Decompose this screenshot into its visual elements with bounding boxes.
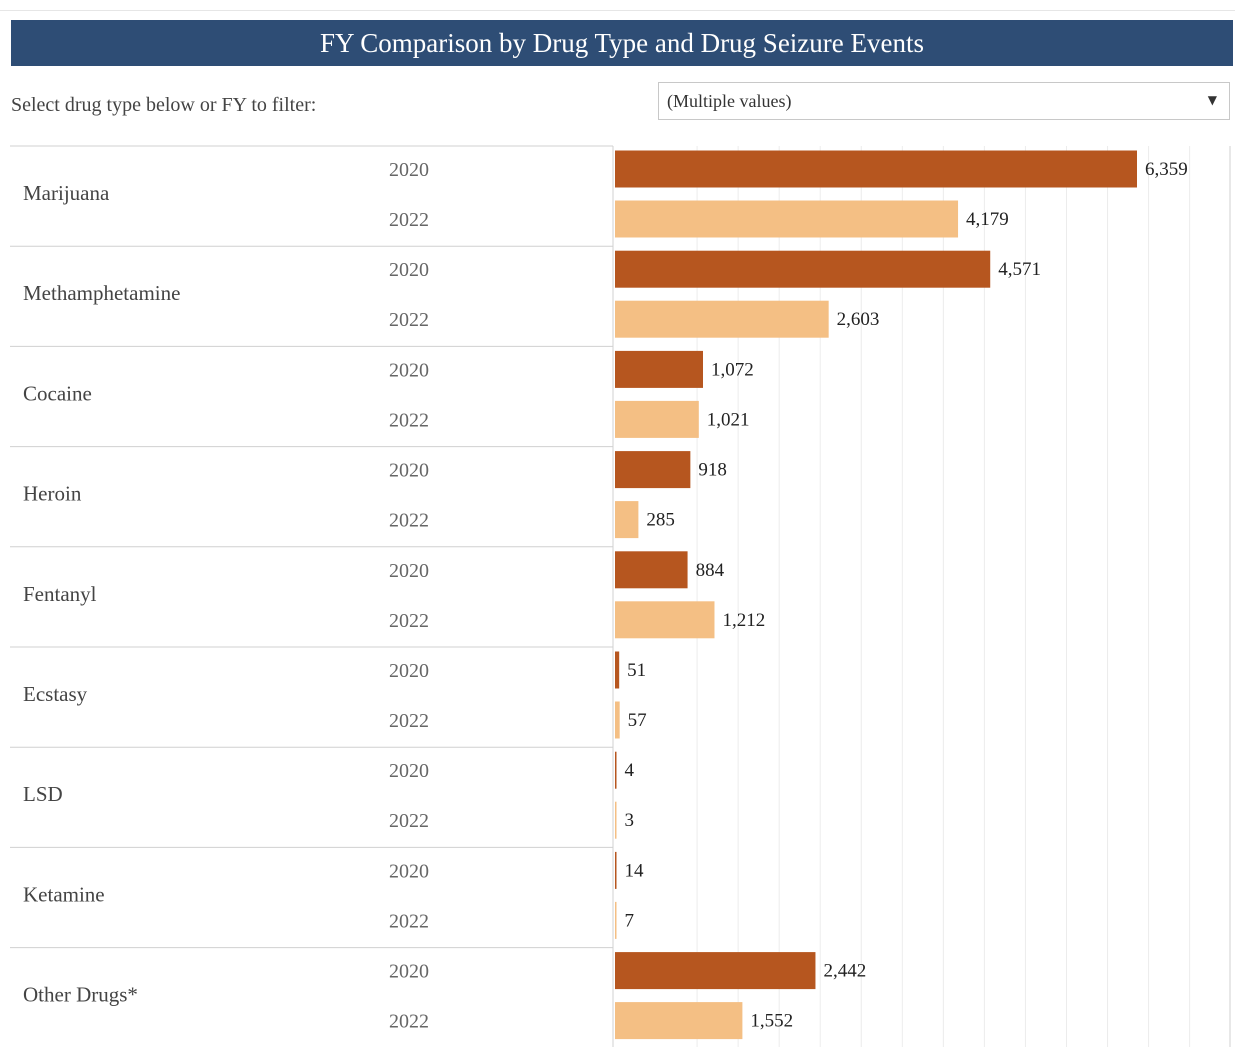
bar-2022 [615, 701, 620, 739]
year-label: 2020 [389, 159, 429, 181]
value-label: 4,179 [966, 209, 1009, 230]
filter-label: Select drug type below or FY to filter: [11, 94, 317, 116]
year-label: 2022 [389, 810, 429, 832]
drug-label: Fentanyl [23, 582, 97, 606]
value-label: 918 [698, 460, 727, 481]
value-label: 4,571 [998, 259, 1041, 280]
bar-2020 [615, 350, 703, 388]
year-label: 2022 [389, 309, 429, 331]
year-label: 2022 [389, 1011, 429, 1033]
bar-2020 [615, 451, 691, 489]
value-label: 7 [625, 910, 635, 931]
bar-2022 [615, 300, 829, 338]
bar-2020 [615, 551, 688, 589]
drug-label: Ecstasy [23, 682, 88, 706]
bar-2020 [615, 150, 1137, 188]
top-divider [0, 0, 1235, 11]
value-label: 2,442 [823, 961, 866, 982]
drug-label: Methamphetamine [23, 281, 180, 305]
chart-title: FY Comparison by Drug Type and Drug Seiz… [11, 20, 1233, 66]
drug-label: Ketamine [23, 882, 105, 906]
filter-dropdown[interactable]: (Multiple values) ▼ [658, 82, 1230, 120]
value-label: 1,072 [711, 359, 754, 380]
drug-label: Cocaine [23, 381, 92, 405]
drug-label: Heroin [23, 482, 82, 506]
year-label: 2022 [389, 409, 429, 431]
value-label: 884 [696, 560, 725, 581]
value-label: 51 [627, 660, 646, 681]
year-label: 2022 [389, 910, 429, 932]
year-label: 2022 [389, 510, 429, 532]
year-label: 2022 [389, 610, 429, 632]
value-label: 2,603 [837, 309, 880, 330]
value-label: 1,212 [722, 610, 765, 631]
value-label: 57 [628, 710, 647, 731]
bar-2020 [615, 751, 617, 789]
dropdown-value: (Multiple values) [667, 91, 792, 111]
value-label: 1,021 [707, 409, 750, 430]
bar-2022 [615, 501, 639, 539]
year-label: 2020 [389, 560, 429, 582]
drug-label: Marijuana [23, 181, 110, 205]
value-label: 3 [625, 810, 635, 831]
value-label: 285 [646, 510, 675, 531]
bar-2022 [615, 1002, 743, 1040]
bar-2022 [615, 801, 617, 839]
bar-2020 [615, 250, 991, 288]
year-label: 2020 [389, 460, 429, 482]
value-label: 4 [625, 760, 635, 781]
bar-2020 [615, 952, 816, 990]
year-label: 2020 [389, 259, 429, 281]
year-label: 2020 [389, 359, 429, 381]
value-label: 6,359 [1145, 159, 1188, 180]
bar-2020 [615, 651, 620, 689]
year-label: 2020 [389, 860, 429, 882]
bar-2022 [615, 200, 959, 238]
year-label: 2022 [389, 710, 429, 732]
drug-label: LSD [23, 782, 63, 806]
year-label: 2020 [389, 961, 429, 983]
bar-2022 [615, 400, 699, 438]
year-label: 2020 [389, 760, 429, 782]
value-label: 14 [625, 860, 645, 881]
year-label: 2022 [389, 209, 429, 231]
bar-2022 [615, 601, 715, 639]
bar-2020 [615, 851, 617, 889]
drug-label: Other Drugs* [23, 983, 138, 1007]
year-label: 2020 [389, 660, 429, 682]
bar-2022 [615, 901, 617, 939]
chevron-down-icon[interactable]: ▼ [1207, 93, 1217, 107]
value-label: 1,552 [750, 1011, 793, 1032]
